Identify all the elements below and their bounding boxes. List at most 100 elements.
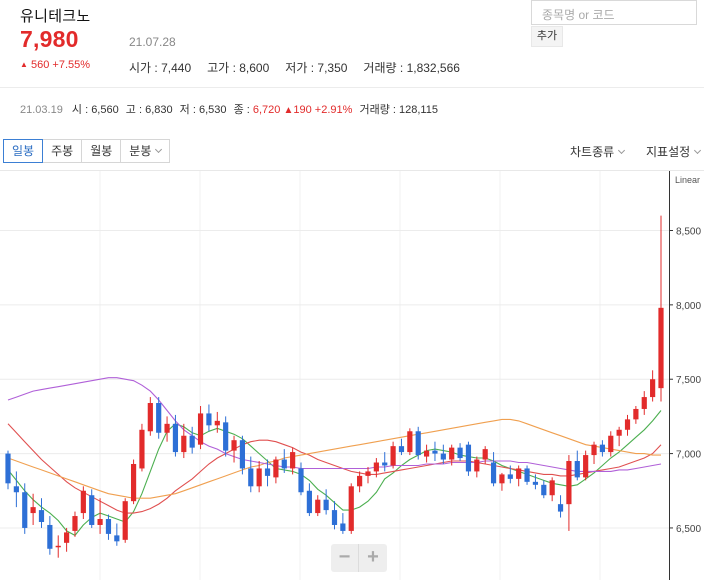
change-percent: +7.55%: [52, 59, 91, 71]
candle-body: [583, 455, 589, 478]
y-axis-line: [669, 171, 670, 580]
candle-body: [650, 379, 656, 398]
candle-body: [507, 474, 513, 479]
candle-body: [231, 440, 237, 451]
candle-body: [22, 492, 28, 528]
up-arrow-icon: ▲: [20, 60, 28, 69]
tab-minute[interactable]: 분봉: [120, 139, 171, 163]
candle-body: [306, 490, 312, 514]
y-tick-label: 8,000: [676, 301, 701, 312]
candle-body: [197, 413, 204, 445]
candle-body: [239, 440, 246, 469]
candle-body: [315, 499, 321, 514]
candle-body: [415, 431, 421, 456]
hover-daily-info: 21.03.19 시 : 6,560 고 : 6,830 저 : 6,530 종…: [20, 104, 438, 116]
y-tick-label: 6,500: [676, 524, 701, 535]
candle-body: [172, 423, 179, 453]
chevron-down-icon: [694, 146, 702, 155]
zoom-controls: − +: [331, 544, 387, 572]
candle-body: [130, 463, 137, 502]
stat-low: 저가 : 7,350: [285, 61, 348, 75]
candle-body: [264, 468, 271, 476]
candle-body: [147, 403, 153, 432]
candle-body: [223, 422, 229, 451]
y-tick-label: 7,000: [676, 450, 701, 461]
header-divider: [0, 87, 704, 88]
stat-open: 시가 : 7,440: [129, 61, 192, 75]
price-change: ▲ 560 +7.55%: [20, 59, 90, 71]
candle-body: [214, 420, 220, 426]
current-price: 7,980: [20, 26, 79, 52]
candle-body: [633, 408, 639, 420]
quote-date: 21.07.28: [129, 35, 176, 49]
price-stats: 시가 : 7,440 고가 : 8,600 저가 : 7,350 거래량 : 1…: [129, 59, 476, 76]
up-arrow-icon: ▲: [283, 105, 294, 116]
add-button[interactable]: 추가: [531, 26, 563, 47]
scale-label: Linear: [675, 175, 700, 185]
candle-body: [30, 507, 36, 514]
indicator-menu[interactable]: 지표설정: [646, 143, 702, 160]
chart-type-menu[interactable]: 차트종류: [570, 143, 626, 160]
moving-average-ma20: [7, 423, 662, 514]
stat-high: 고가 : 8,600: [207, 61, 270, 75]
candle-body: [390, 446, 396, 466]
candle-body: [549, 480, 555, 496]
candle-body: [256, 468, 262, 487]
candle-body: [524, 468, 530, 482]
candle-body: [206, 413, 212, 426]
zoom-in-button[interactable]: +: [367, 546, 379, 568]
candle-body: [189, 435, 195, 448]
candle-body: [290, 452, 296, 469]
moving-average-ma60: [7, 418, 661, 499]
candle-body: [5, 453, 11, 484]
moving-average-ma120: [7, 377, 662, 472]
change-amount: 560: [30, 59, 50, 71]
candle-body: [616, 429, 622, 436]
candle-body: [499, 474, 505, 484]
candle-body: [331, 510, 338, 525]
candle-body: [273, 459, 279, 478]
candle-body: [38, 510, 45, 522]
candle-body: [55, 545, 61, 548]
candle-body: [105, 519, 112, 534]
candle-body: [281, 459, 287, 469]
stock-search-input[interactable]: 종목명 or 코드: [531, 0, 697, 25]
candle-body: [382, 462, 388, 466]
tab-monthly[interactable]: 월봉: [81, 139, 122, 163]
candle-body: [365, 471, 371, 476]
candle-body: [340, 523, 346, 531]
candle-body: [658, 307, 664, 389]
candlestick-chart[interactable]: 6,500 7,000 7,500 8,000 8,500 Linear: [0, 171, 704, 580]
candle-body: [624, 419, 631, 430]
candle-body: [164, 423, 170, 433]
candle-body: [641, 397, 647, 409]
y-tick-label: 7,500: [676, 375, 701, 386]
candle-body: [64, 532, 70, 543]
candle-body: [532, 481, 539, 485]
period-tabs: 일봉 주봉 월봉 분봉: [3, 139, 171, 163]
candle-body: [432, 450, 438, 454]
candle-body: [47, 524, 53, 549]
candle-body: [114, 535, 120, 542]
candle-body: [407, 431, 413, 453]
candle-body: [89, 495, 95, 525]
candle-body: [440, 453, 446, 460]
candle-body: [181, 435, 187, 453]
candle-body: [457, 447, 463, 459]
candle-body: [248, 468, 254, 487]
candle-body: [608, 435, 614, 453]
candle-body: [373, 462, 379, 472]
candle-body: [566, 461, 572, 505]
candle-body: [323, 499, 329, 511]
tab-weekly[interactable]: 주봉: [42, 139, 83, 163]
candle-body: [474, 459, 480, 472]
stock-name: 유니테크노: [20, 8, 91, 25]
candle-body: [72, 516, 78, 531]
candle-body: [599, 444, 605, 453]
tab-daily[interactable]: 일봉: [3, 139, 44, 163]
candle-body: [574, 461, 580, 478]
candle-body: [139, 429, 145, 469]
candle-body: [490, 462, 497, 484]
candle-body: [80, 490, 86, 514]
zoom-out-button[interactable]: −: [331, 544, 359, 572]
